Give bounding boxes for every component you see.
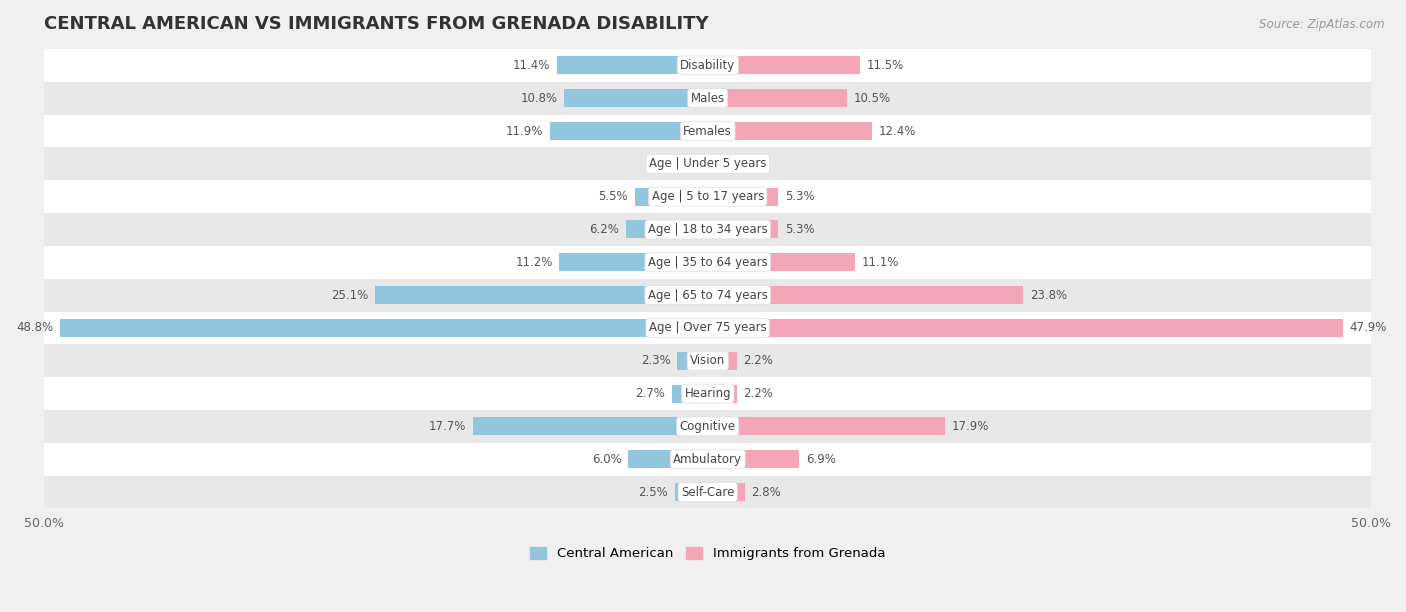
Bar [45, 476, 1371, 509]
Bar [672, 384, 707, 403]
Bar [707, 450, 799, 468]
Text: Age | 5 to 17 years: Age | 5 to 17 years [651, 190, 763, 203]
Text: 5.3%: 5.3% [785, 190, 814, 203]
Text: Self-Care: Self-Care [681, 485, 734, 499]
Text: Cognitive: Cognitive [679, 420, 735, 433]
Bar [45, 49, 1371, 82]
Text: CENTRAL AMERICAN VS IMMIGRANTS FROM GRENADA DISABILITY: CENTRAL AMERICAN VS IMMIGRANTS FROM GREN… [45, 15, 709, 33]
Bar [45, 410, 1371, 443]
Text: 11.4%: 11.4% [513, 59, 550, 72]
Text: 6.9%: 6.9% [806, 453, 835, 466]
Bar [707, 319, 1343, 337]
Text: Age | 65 to 74 years: Age | 65 to 74 years [648, 289, 768, 302]
Text: Age | Under 5 years: Age | Under 5 years [650, 157, 766, 170]
Bar [60, 319, 707, 337]
Bar [675, 483, 707, 501]
Text: 12.4%: 12.4% [879, 124, 917, 138]
Bar [634, 188, 707, 206]
Bar [628, 450, 707, 468]
Text: Age | Over 75 years: Age | Over 75 years [650, 321, 766, 334]
Text: 17.9%: 17.9% [952, 420, 990, 433]
Bar [45, 278, 1371, 312]
Bar [557, 56, 707, 75]
Text: 6.0%: 6.0% [592, 453, 621, 466]
Text: 2.3%: 2.3% [641, 354, 671, 367]
Text: 11.1%: 11.1% [862, 256, 898, 269]
Text: Males: Males [690, 92, 725, 105]
Bar [560, 253, 707, 271]
Text: 47.9%: 47.9% [1350, 321, 1388, 334]
Bar [707, 253, 855, 271]
Text: Age | 18 to 34 years: Age | 18 to 34 years [648, 223, 768, 236]
Bar [707, 56, 860, 75]
Bar [45, 377, 1371, 410]
Bar [45, 345, 1371, 377]
Bar [626, 220, 707, 239]
Bar [45, 82, 1371, 114]
Bar [678, 352, 707, 370]
Bar [707, 483, 745, 501]
Text: 1.2%: 1.2% [655, 157, 685, 170]
Text: 6.2%: 6.2% [589, 223, 619, 236]
Text: 10.8%: 10.8% [520, 92, 558, 105]
Text: Disability: Disability [681, 59, 735, 72]
Text: 11.9%: 11.9% [506, 124, 543, 138]
Bar [550, 122, 707, 140]
Bar [564, 89, 707, 107]
Bar [707, 417, 945, 435]
Text: 2.5%: 2.5% [638, 485, 668, 499]
Text: 2.7%: 2.7% [636, 387, 665, 400]
Bar [707, 155, 720, 173]
Text: 0.94%: 0.94% [727, 157, 763, 170]
Text: 11.2%: 11.2% [515, 256, 553, 269]
Text: 2.2%: 2.2% [744, 387, 773, 400]
Text: 2.8%: 2.8% [752, 485, 782, 499]
Text: Vision: Vision [690, 354, 725, 367]
Text: 5.3%: 5.3% [785, 223, 814, 236]
Bar [45, 443, 1371, 476]
Bar [45, 312, 1371, 345]
Bar [707, 122, 872, 140]
Text: 11.5%: 11.5% [868, 59, 904, 72]
Text: 48.8%: 48.8% [17, 321, 53, 334]
Bar [707, 286, 1024, 304]
Text: 23.8%: 23.8% [1031, 289, 1067, 302]
Text: 10.5%: 10.5% [853, 92, 891, 105]
Text: 5.5%: 5.5% [599, 190, 628, 203]
Bar [45, 181, 1371, 213]
Bar [45, 213, 1371, 246]
Legend: Central American, Immigrants from Grenada: Central American, Immigrants from Grenad… [524, 542, 890, 565]
Bar [707, 384, 737, 403]
Bar [707, 188, 778, 206]
Bar [707, 89, 846, 107]
Text: Ambulatory: Ambulatory [673, 453, 742, 466]
Bar [45, 246, 1371, 278]
Bar [692, 155, 707, 173]
Bar [472, 417, 707, 435]
Bar [707, 220, 778, 239]
Bar [45, 147, 1371, 181]
Text: 25.1%: 25.1% [330, 289, 368, 302]
Text: Hearing: Hearing [685, 387, 731, 400]
Text: 17.7%: 17.7% [429, 420, 467, 433]
Bar [707, 352, 737, 370]
Text: Females: Females [683, 124, 733, 138]
Bar [45, 114, 1371, 147]
Text: 2.2%: 2.2% [744, 354, 773, 367]
Text: Source: ZipAtlas.com: Source: ZipAtlas.com [1260, 18, 1385, 31]
Text: Age | 35 to 64 years: Age | 35 to 64 years [648, 256, 768, 269]
Bar [375, 286, 707, 304]
